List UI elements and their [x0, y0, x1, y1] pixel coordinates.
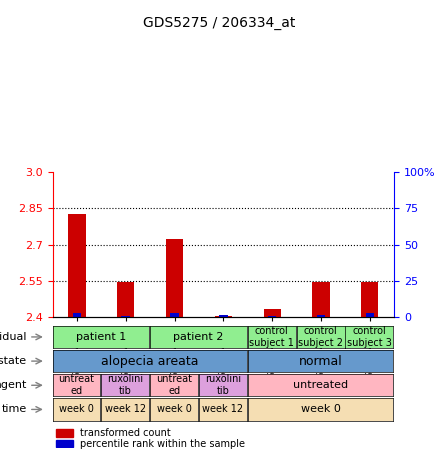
Bar: [166, 239, 183, 317]
Text: week 12: week 12: [105, 405, 146, 414]
Text: untreated: untreated: [293, 380, 348, 390]
Bar: [73, 313, 81, 317]
Text: patient 2: patient 2: [173, 332, 224, 342]
Text: week 12: week 12: [202, 405, 244, 414]
Text: control
subject 3: control subject 3: [347, 326, 392, 348]
Bar: [361, 282, 378, 317]
Bar: [268, 316, 276, 317]
Text: normal: normal: [299, 355, 343, 367]
Text: disease state: disease state: [0, 356, 27, 366]
Text: time: time: [1, 405, 27, 414]
Text: ruxolini
tib: ruxolini tib: [205, 375, 241, 396]
Text: individual: individual: [0, 332, 27, 342]
Bar: [215, 316, 232, 317]
Bar: [312, 282, 329, 317]
Bar: [170, 313, 179, 317]
Text: patient 1: patient 1: [76, 332, 126, 342]
Text: week 0: week 0: [157, 405, 191, 414]
Text: untreat
ed: untreat ed: [156, 375, 192, 396]
Text: alopecia areata: alopecia areata: [101, 355, 198, 367]
Text: week 0: week 0: [59, 405, 94, 414]
Text: transformed count: transformed count: [80, 428, 171, 438]
Bar: [264, 308, 281, 317]
Bar: [219, 315, 228, 317]
Bar: [366, 313, 374, 317]
Bar: [117, 282, 134, 317]
Text: percentile rank within the sample: percentile rank within the sample: [80, 439, 245, 448]
Text: GDS5275 / 206334_at: GDS5275 / 206334_at: [143, 16, 295, 30]
Text: ruxolini
tib: ruxolini tib: [107, 375, 143, 396]
Bar: [317, 315, 325, 317]
Text: control
subject 2: control subject 2: [298, 326, 343, 348]
Text: control
subject 1: control subject 1: [249, 326, 294, 348]
Text: agent: agent: [0, 380, 27, 390]
Bar: [56, 429, 73, 437]
Bar: [56, 440, 73, 448]
Text: week 0: week 0: [300, 405, 340, 414]
Text: untreat
ed: untreat ed: [59, 375, 95, 396]
Bar: [68, 214, 85, 317]
Bar: [121, 316, 130, 317]
